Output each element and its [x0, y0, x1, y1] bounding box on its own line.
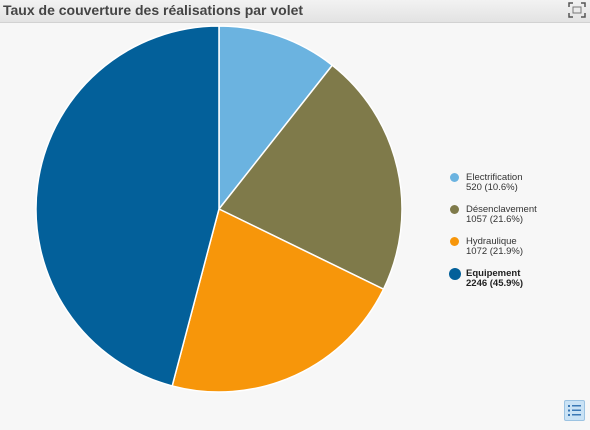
- pie-chart: [35, 25, 403, 393]
- legend-value: 520 (10.6%): [466, 182, 518, 193]
- chart-header: Taux de couverture des réalisations par …: [0, 0, 590, 23]
- chart-area: Electrification 520 (10.6%) Désenclavement…: [0, 23, 590, 425]
- legend-swatch: [450, 205, 459, 214]
- legend-label: Electrification: [466, 172, 523, 183]
- legend-swatch: [449, 268, 461, 280]
- pie-slice-2[interactable]: [171, 208, 385, 393]
- legend-value: 2246 (45.9%): [466, 278, 524, 289]
- legend-swatch: [450, 237, 459, 246]
- legend-item[interactable]: Désenclavement 1057 (21.6%): [450, 203, 585, 235]
- legend-item[interactable]: Electrification 520 (10.6%): [450, 171, 585, 203]
- legend-value: 1072 (21.9%): [466, 246, 524, 257]
- legend-swatch: [450, 173, 459, 182]
- pie-slice-0[interactable]: [218, 25, 334, 210]
- legend-item[interactable]: Hydraulique 1072 (21.9%): [450, 235, 585, 267]
- list-icon[interactable]: [564, 400, 585, 421]
- legend-item[interactable]: Equipement 2246 (45.9%): [449, 267, 585, 299]
- chart-legend: Electrification 520 (10.6%) Désenclavement…: [449, 171, 585, 299]
- legend-label: Hydraulique: [466, 236, 517, 247]
- chart-title: Taux de couverture des réalisations par …: [3, 2, 304, 18]
- pie-slice-3[interactable]: [35, 25, 220, 387]
- legend-label: Désenclavement: [466, 204, 537, 215]
- legend-label: Equipement: [466, 268, 521, 279]
- expand-icon[interactable]: [568, 2, 586, 18]
- legend-value: 1057 (21.6%): [466, 214, 524, 225]
- pie-slice-1[interactable]: [218, 64, 403, 290]
